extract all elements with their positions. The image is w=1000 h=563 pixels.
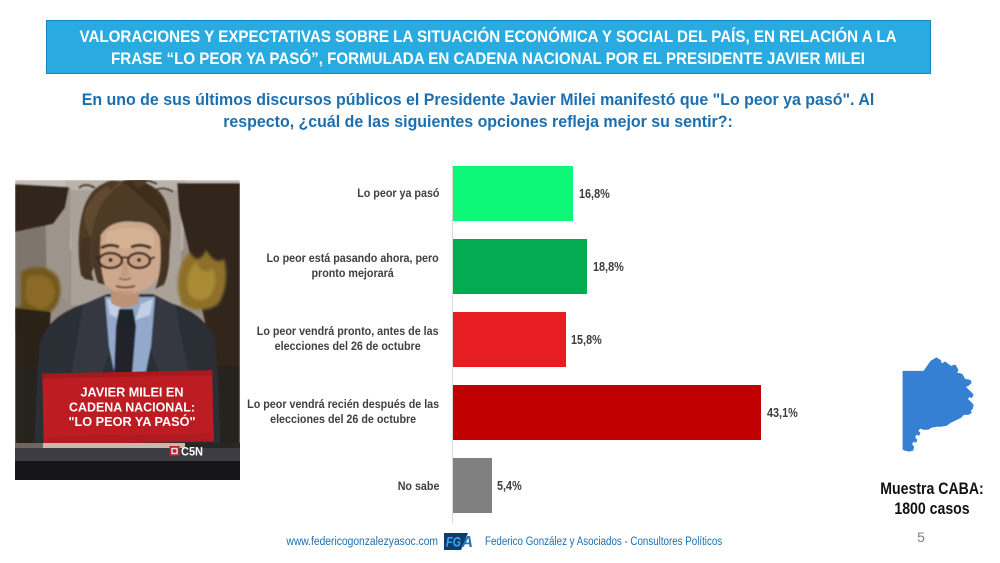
svg-text:C5N: C5N [181,445,203,459]
svg-text:FG: FG [446,534,461,550]
svg-text:A: A [461,534,474,550]
svg-text:JAVIER MILEI EN: JAVIER MILEI EN [81,385,184,400]
svg-text:CADENA NACIONAL:: CADENA NACIONAL: [69,400,195,415]
svg-text:"LO PEOR YA PASÓ": "LO PEOR YA PASÓ" [69,414,196,429]
